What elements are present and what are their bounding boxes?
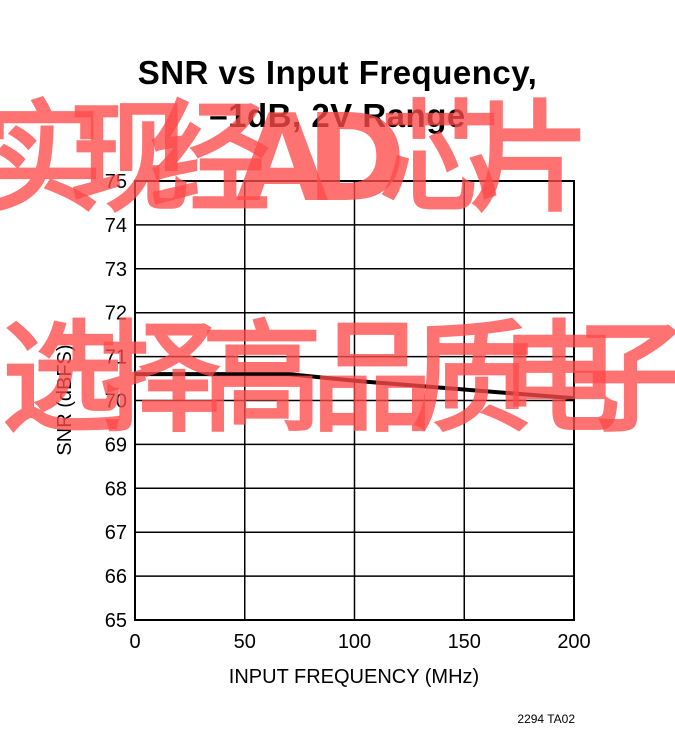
y-tick-label: 71	[105, 347, 127, 369]
y-tick-label: 69	[105, 434, 127, 456]
y-tick-label: 66	[105, 566, 127, 588]
x-axis-label: INPUT FREQUENCY (MHz)	[229, 666, 479, 688]
x-tick-label: 100	[338, 631, 371, 653]
y-tick-label: 72	[105, 303, 127, 325]
grid	[134, 180, 575, 621]
y-tick-label: 70	[105, 391, 127, 413]
y-tick-labels: 65 66 67 68 69 70 71 72 73 74 75	[105, 171, 127, 632]
series	[135, 372, 575, 401]
y-tick-label: 75	[105, 171, 127, 193]
x-tick-label: 150	[448, 631, 481, 653]
x-tick-labels: 0 50 100 150 200	[129, 631, 590, 653]
x-tick-label: 0	[129, 631, 140, 653]
plot-frame	[134, 180, 575, 621]
x-tick-label: 200	[557, 631, 590, 653]
chart-title-line-2: –1dB, 2V Range	[209, 97, 466, 134]
y-tick-label: 73	[105, 259, 127, 281]
y-tick-label: 65	[105, 610, 127, 632]
y-tick-label: 67	[105, 522, 127, 544]
chart-title-line-1: SNR vs Input Frequency,	[137, 54, 538, 91]
series-line	[135, 372, 575, 401]
x-tick-label: 50	[234, 631, 256, 653]
y-tick-label: 68	[105, 478, 127, 500]
y-tick-label: 74	[105, 215, 127, 237]
figure-id: 2294 TA02	[517, 712, 575, 726]
y-axis-label: SNR (dBFS)	[54, 344, 76, 455]
